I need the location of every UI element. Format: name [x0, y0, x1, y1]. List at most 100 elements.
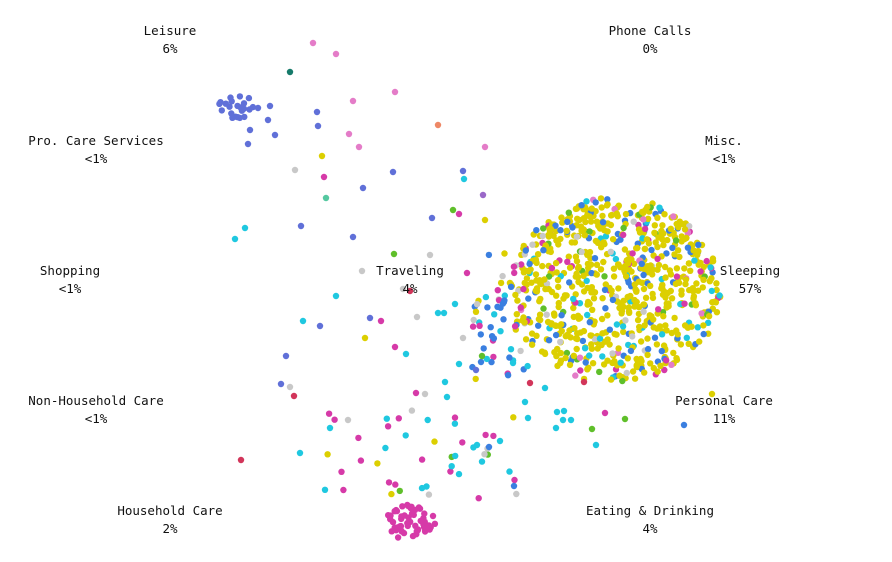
sleeping-dot	[533, 227, 540, 234]
sleeping-dot	[511, 269, 518, 277]
sleeping-dot	[649, 266, 656, 273]
sleeping-dot	[648, 246, 655, 254]
sleeping-dot	[620, 297, 627, 304]
sleeping-dot	[576, 354, 584, 361]
transition-dot	[491, 311, 498, 318]
transition-dot	[525, 295, 532, 302]
sleeping-dot	[644, 335, 651, 342]
sleeping-dot	[588, 345, 596, 352]
sleeping-dot	[633, 363, 640, 370]
sleeping-dot	[659, 222, 666, 229]
sleeping-dot	[671, 314, 678, 322]
scatter-dot	[481, 216, 489, 224]
sleeping-dot	[617, 359, 624, 366]
sleeping-dot	[553, 269, 560, 276]
household-scatter-dot	[455, 470, 463, 478]
sleeping-dot	[587, 332, 594, 339]
sleeping-dot	[694, 287, 702, 294]
sleeping-dot	[648, 313, 655, 320]
sleeping-dot	[540, 305, 547, 312]
household-scatter-dot	[482, 431, 489, 439]
transition-dot	[472, 375, 479, 383]
sleeping-dot	[589, 360, 597, 367]
leisure-dot	[229, 114, 236, 122]
household-care-dot	[392, 527, 400, 534]
scatter-dot	[391, 343, 399, 351]
transition-dot	[507, 346, 515, 353]
sleeping-dot	[693, 280, 700, 287]
sleeping-dot	[696, 338, 703, 345]
leisure-dot	[236, 93, 244, 100]
scatter-dot	[390, 250, 398, 258]
sleeping-dot	[638, 208, 646, 216]
sleeping-dot	[597, 195, 605, 202]
sleeping-dot	[663, 327, 670, 334]
scatter-dot	[472, 366, 480, 374]
sleeping-dot	[647, 360, 654, 367]
sleeping-dot	[695, 247, 702, 255]
leisure-dot	[282, 352, 290, 360]
sleeping-dot	[604, 312, 611, 319]
sleeping-dot	[654, 243, 661, 251]
leisure-dot	[246, 126, 254, 134]
transition-dot	[524, 362, 531, 370]
misc-dot	[391, 88, 399, 96]
sleeping-dot	[592, 199, 599, 206]
label-eating-drinking-name: Eating & Drinking	[586, 503, 714, 518]
sleeping-dot	[679, 220, 686, 227]
sleeping-dot	[582, 359, 589, 366]
sleeping-dot	[612, 255, 620, 263]
sleeping-dot	[536, 277, 543, 284]
sleeping-dot	[642, 294, 650, 301]
household-scatter-dot	[452, 452, 459, 460]
household-scatter-dot	[490, 432, 497, 440]
sleeping-dot	[633, 288, 640, 295]
sleeping-dot	[687, 267, 694, 274]
sleeping-dot	[588, 289, 595, 296]
household-scatter-dot	[382, 444, 389, 452]
leisure-dot	[316, 322, 324, 330]
sleeping-dot	[514, 297, 521, 304]
sleeping-dot	[553, 352, 560, 360]
scatter-dot	[332, 292, 340, 300]
sleeping-dot	[571, 239, 579, 246]
sleeping-dot	[660, 230, 667, 237]
sleeping-dot	[651, 229, 658, 236]
sleeping-dot	[598, 315, 606, 323]
household-scatter-dot	[325, 410, 333, 417]
household-care-dot	[424, 523, 432, 530]
leisure-dot	[271, 131, 279, 139]
sleeping-dot	[688, 323, 695, 330]
leisure-dot	[217, 99, 224, 106]
scatter-dot	[459, 334, 467, 342]
sleeping-dot	[534, 251, 542, 258]
sleeping-dot	[589, 306, 596, 313]
scatter-dot	[680, 421, 688, 429]
sleeping-dot	[545, 337, 553, 344]
sleeping-dot	[658, 331, 666, 338]
transition-dot	[470, 316, 477, 324]
label-eating-drinking: Eating & Drinking 4%	[586, 502, 714, 538]
scatter-dot	[231, 235, 239, 243]
sleeping-dot	[678, 287, 685, 294]
label-leisure-name: Leisure	[143, 23, 197, 38]
sleeping-dot	[666, 267, 674, 274]
sleeping-dot	[700, 322, 707, 329]
sleeping-dot	[552, 222, 559, 229]
sleeping-dot	[656, 204, 663, 211]
sleeping-dot	[566, 361, 574, 369]
sleeping-dot	[622, 210, 630, 218]
scatter-dot	[460, 175, 468, 183]
scatter-dot	[241, 224, 249, 232]
sleeping-dot	[586, 352, 593, 359]
sleeping-dot	[547, 225, 554, 233]
sleeping-dot	[634, 316, 642, 324]
transition-dot	[521, 319, 528, 326]
transition-dot	[520, 314, 527, 321]
sleeping-dot	[536, 298, 543, 305]
household-care-dot	[391, 508, 398, 515]
sleeping-dot	[627, 347, 635, 355]
sleeping-dot	[555, 303, 562, 311]
scatter-dot	[541, 384, 549, 392]
sleeping-dot	[584, 298, 592, 306]
